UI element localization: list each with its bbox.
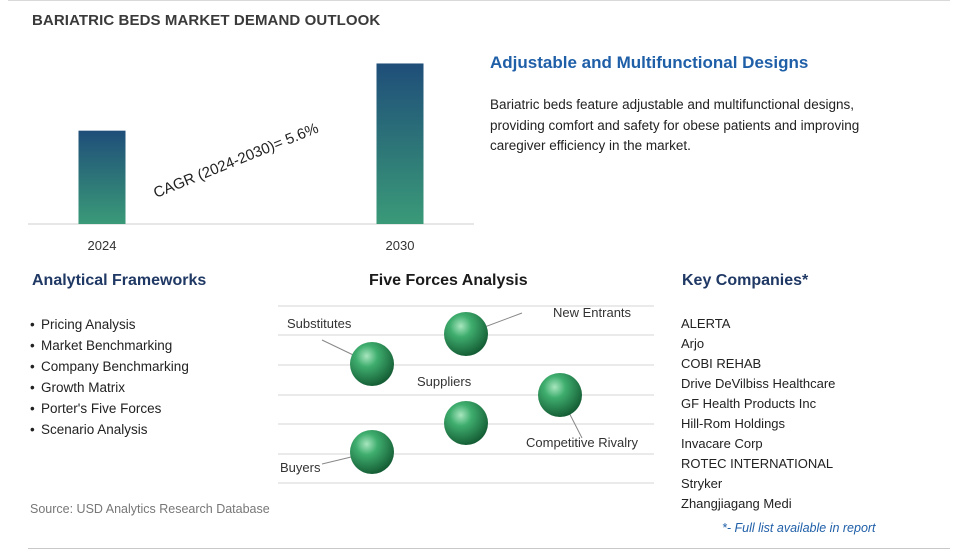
bottom-divider — [28, 548, 950, 549]
buyers-label: Buyers — [280, 460, 321, 475]
companies-footnote: *- Full list available in report — [722, 521, 876, 535]
list-item: Hill-Rom Holdings — [681, 416, 786, 431]
new-entrants-ball-icon — [444, 312, 488, 356]
bar-2030 — [376, 63, 424, 224]
list-item: Market Benchmarking — [30, 335, 189, 356]
list-item: Zhangjiagang Medi — [681, 496, 792, 511]
list-item: Stryker — [681, 476, 723, 491]
list-item: ROTEC INTERNATIONAL — [681, 456, 834, 471]
force-gridlines — [278, 305, 654, 484]
list-item: Drive DeVilbiss Healthcare — [681, 376, 836, 391]
x-tick-label-2024: 2024 — [88, 238, 117, 253]
top-divider — [8, 0, 950, 1]
x-tick-label-2030: 2030 — [386, 238, 415, 253]
frameworks-list: Pricing Analysis Market Benchmarking Com… — [30, 314, 189, 440]
substitutes-label: Substitutes — [287, 316, 352, 331]
buyers-ball-icon — [350, 430, 394, 474]
competitive-rivalry-ball-icon — [538, 373, 582, 417]
bar-2024 — [78, 130, 126, 224]
highlight-description: Bariatric beds feature adjustable and mu… — [490, 97, 860, 153]
highlight-title: Adjustable and Multifunctional Designs — [490, 53, 809, 72]
suppliers-label: Suppliers — [417, 374, 472, 389]
force-connectors — [321, 312, 583, 465]
page-title: BARIATRIC BEDS MARKET DEMAND OUTLOOK — [32, 12, 381, 29]
list-item: ALERTA — [681, 316, 731, 331]
list-item: COBI REHAB — [681, 356, 762, 371]
list-item: Arjo — [681, 336, 705, 351]
companies-list: ALERTA Arjo COBI REHAB Drive DeVilbiss H… — [681, 314, 835, 514]
competitive-rivalry-label: Competitive Rivalry — [526, 435, 638, 450]
suppliers-ball-icon — [444, 401, 488, 445]
new-entrants-label: New Entrants — [553, 305, 632, 320]
demand-bar-chart: 2024 2030 CAGR (2024-2030)= 5.6% — [28, 63, 474, 253]
substitutes-ball-icon — [350, 342, 394, 386]
list-item: Company Benchmarking — [30, 356, 189, 377]
five-forces-title: Five Forces Analysis — [369, 272, 528, 289]
list-item: Pricing Analysis — [30, 314, 189, 335]
cagr-annotation: CAGR (2024-2030)= 5.6% — [151, 120, 321, 202]
frameworks-title: Analytical Frameworks — [32, 272, 207, 289]
list-item: GF Health Products Inc — [681, 396, 817, 411]
companies-title: Key Companies* — [682, 272, 809, 289]
list-item: Invacare Corp — [681, 436, 763, 451]
list-item: Porter's Five Forces — [30, 398, 189, 419]
list-item: Growth Matrix — [30, 377, 189, 398]
source-note: Source: USD Analytics Research Database — [30, 502, 270, 516]
list-item: Scenario Analysis — [30, 419, 189, 440]
